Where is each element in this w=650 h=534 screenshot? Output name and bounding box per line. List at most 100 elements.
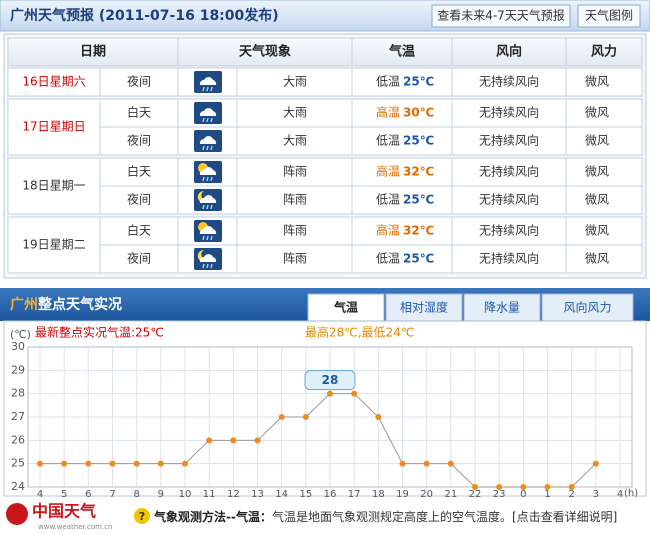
- wind-force: 微风: [585, 252, 609, 266]
- wind-dir: 无持续风向: [479, 164, 539, 179]
- temp: 25℃: [403, 75, 434, 89]
- wind-dir: 无持续风向: [479, 133, 539, 148]
- temp: 32℃: [403, 224, 434, 238]
- point: [327, 390, 333, 397]
- x-tick-label: 10: [179, 489, 192, 500]
- point: [278, 414, 285, 420]
- logo-text: 中国天气: [32, 502, 96, 521]
- wind-force: 微风: [585, 75, 609, 89]
- button[interactable]: [577, 4, 641, 28]
- weather: 大雨: [283, 75, 307, 89]
- x-tick-label: 14: [275, 489, 288, 500]
- drop: [202, 117, 205, 123]
- day-group: [7, 67, 643, 97]
- drop: [202, 145, 205, 151]
- live-heading: 整点天气实况: [37, 296, 122, 313]
- tab[interactable]: [307, 293, 385, 322]
- temp-label: 低温: [376, 193, 400, 207]
- y-tick-label: 29: [11, 363, 25, 376]
- drop: [210, 176, 213, 182]
- weather: 阵雨: [283, 193, 307, 207]
- y-tick-label: 30: [11, 340, 25, 353]
- period: 白天: [127, 164, 151, 179]
- point: [133, 460, 140, 467]
- y-tick-label: 24: [11, 480, 25, 493]
- method-title: 气象观测方法--气温：: [153, 509, 272, 524]
- method-link[interactable]: [点击查看详细说明]: [512, 509, 617, 524]
- column-header: 日期: [80, 45, 106, 60]
- x-tick-label: 7: [109, 489, 115, 500]
- tab-label[interactable]: 相对湿度: [400, 300, 448, 315]
- cloud: [199, 226, 217, 234]
- cloud: [199, 108, 217, 116]
- column-header: 天气现象: [239, 44, 291, 60]
- x-tick-label: 2: [568, 489, 574, 500]
- x-tick-label: 20: [420, 489, 433, 500]
- tab-label[interactable]: 气温: [333, 300, 358, 315]
- weather: 大雨: [283, 134, 307, 148]
- x-tick-label: 4: [37, 489, 43, 500]
- wind-dir: 无持续风向: [479, 251, 539, 266]
- drop: [206, 204, 209, 210]
- y-tick-label: 26: [11, 433, 25, 446]
- method: 气象观测方法--气温：气温是地面气象观测规定高度上的空气温度。[点击查看详细说明…: [153, 509, 617, 524]
- period: 夜间: [127, 74, 151, 89]
- weather: 大雨: [283, 106, 307, 120]
- button-label[interactable]: 查看未来4-7天天气预报: [437, 8, 565, 23]
- point: [254, 437, 261, 444]
- period: 白天: [127, 223, 151, 238]
- point: [496, 484, 503, 490]
- x-tick-label: 0: [520, 489, 526, 500]
- point: [206, 437, 213, 444]
- temp-label: 高温: [376, 164, 400, 179]
- point: [399, 460, 406, 467]
- wind-dir: 无持续风向: [479, 192, 539, 207]
- footer: [0, 498, 650, 534]
- drop: [202, 204, 205, 210]
- tab[interactable]: [463, 293, 541, 322]
- point: [447, 460, 454, 467]
- x-tick-label: 15: [299, 489, 312, 500]
- tab[interactable]: [541, 293, 634, 322]
- x-tick-label: 4: [617, 489, 623, 500]
- max-label: 28: [322, 373, 339, 387]
- tab-label[interactable]: 降水量: [484, 301, 520, 315]
- drop: [210, 145, 213, 151]
- drop: [202, 86, 205, 92]
- max-bubble: [304, 370, 356, 391]
- chart-latest: 最新整点实况气温:25℃: [35, 325, 164, 340]
- tab-label[interactable]: 风向风力: [563, 300, 611, 315]
- wind-dir: 无持续风向: [479, 74, 539, 89]
- cloud: [199, 254, 217, 262]
- drop: [206, 145, 209, 151]
- button[interactable]: [431, 4, 571, 28]
- wind-force: 微风: [585, 106, 609, 120]
- temp: 32℃: [403, 165, 434, 179]
- x-tick-label: 17: [348, 489, 361, 500]
- x-tick-label: 11: [203, 489, 216, 500]
- plot-border: [27, 346, 633, 488]
- point: [182, 460, 188, 467]
- live-title: 广州整点天气实况: [10, 296, 122, 313]
- x-tick-label: 12: [227, 489, 240, 500]
- drop: [210, 204, 213, 210]
- drop: [210, 263, 213, 269]
- wind-dir: 无持续风向: [479, 105, 539, 120]
- point: [230, 437, 237, 444]
- button-label[interactable]: 天气图例: [585, 8, 633, 23]
- date: 17日星期日: [22, 120, 85, 134]
- date: 18日星期一: [22, 179, 85, 193]
- point: [592, 460, 599, 467]
- point: [544, 484, 551, 490]
- temp-label: 高温: [376, 223, 400, 238]
- point: [61, 460, 68, 467]
- x-tick-label: 5: [61, 489, 67, 500]
- table-header: [7, 37, 643, 67]
- temp-label: 高温: [376, 105, 400, 120]
- temp-label: 低温: [376, 134, 400, 148]
- drop: [202, 263, 205, 269]
- y-tick-label: 28: [11, 387, 25, 400]
- tab[interactable]: [385, 293, 463, 322]
- wind-force: 微风: [585, 165, 609, 179]
- drop: [210, 86, 213, 92]
